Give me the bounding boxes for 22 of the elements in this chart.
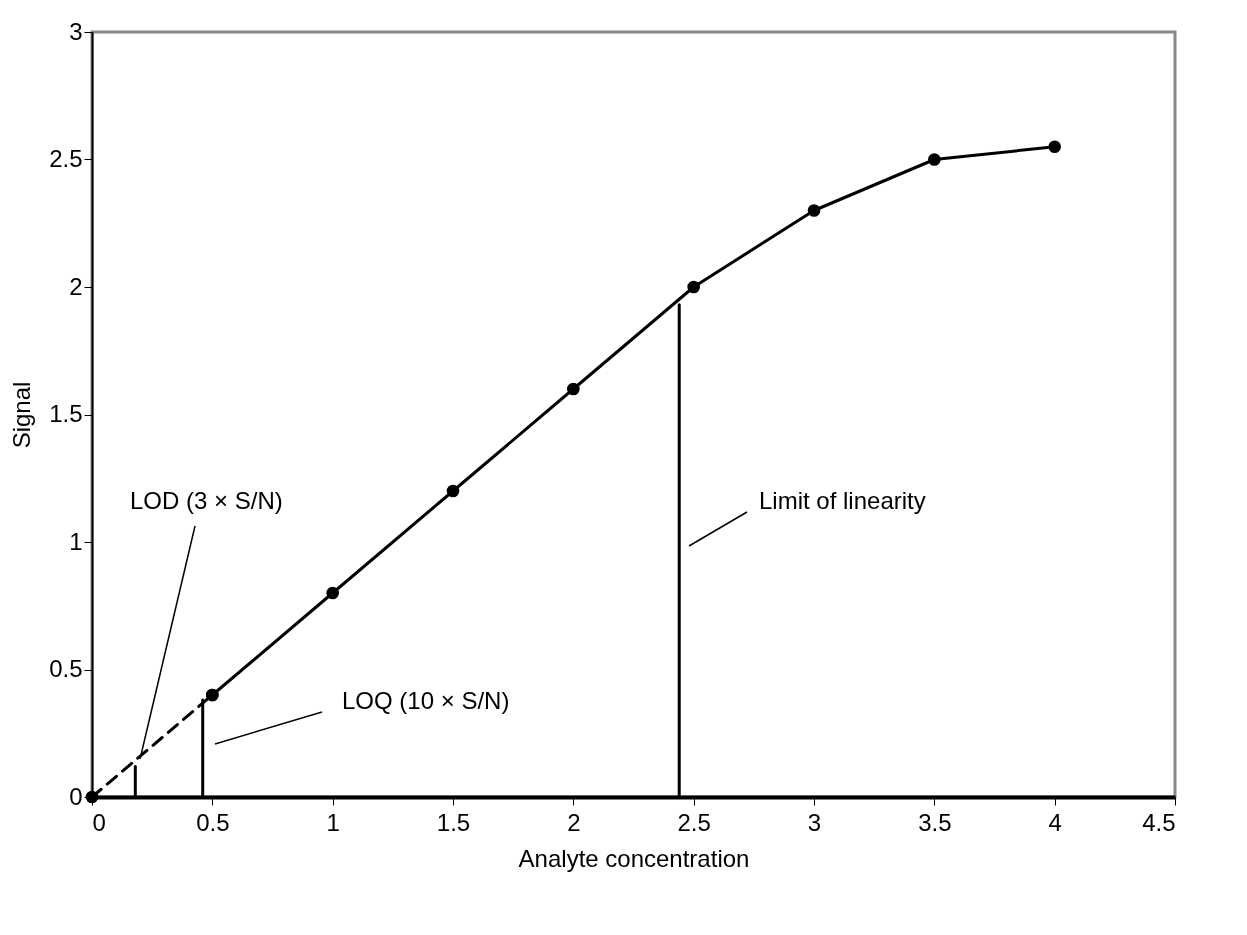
y-axis-title: Signal xyxy=(8,381,36,449)
annotation: LOD (3 × S/N) xyxy=(130,487,283,514)
x-tick-label: 0 xyxy=(92,808,106,836)
y-tick-label: 1 xyxy=(69,527,83,555)
x-tick-label: 3 xyxy=(807,808,822,836)
y-tick-label: 0.5 xyxy=(49,655,83,682)
x-tick-label: 2.5 xyxy=(677,808,711,836)
x-tick-label: 2 xyxy=(567,808,581,836)
y-tick-label: 2.5 xyxy=(49,145,83,172)
x-tick-label: 4 xyxy=(1048,808,1062,836)
annotation: Limit of linearity xyxy=(759,487,926,514)
x-tick-label: 1.5 xyxy=(436,808,471,836)
annotation: LOQ (10 × S/N) xyxy=(342,687,510,714)
y-tick-label: 0 xyxy=(69,782,83,810)
x-axis-title: Analyte concentration xyxy=(518,844,750,872)
y-tick-label: 2 xyxy=(69,272,83,300)
x-tick-label: 0.5 xyxy=(196,808,230,836)
x-tick-label: 4.5 xyxy=(1142,808,1176,836)
x-tick-label: 1 xyxy=(326,808,340,836)
y-tick-label: 1.5 xyxy=(49,400,83,427)
x-tick-label: 3.5 xyxy=(918,808,952,836)
y-tick-label: 3 xyxy=(69,17,83,45)
